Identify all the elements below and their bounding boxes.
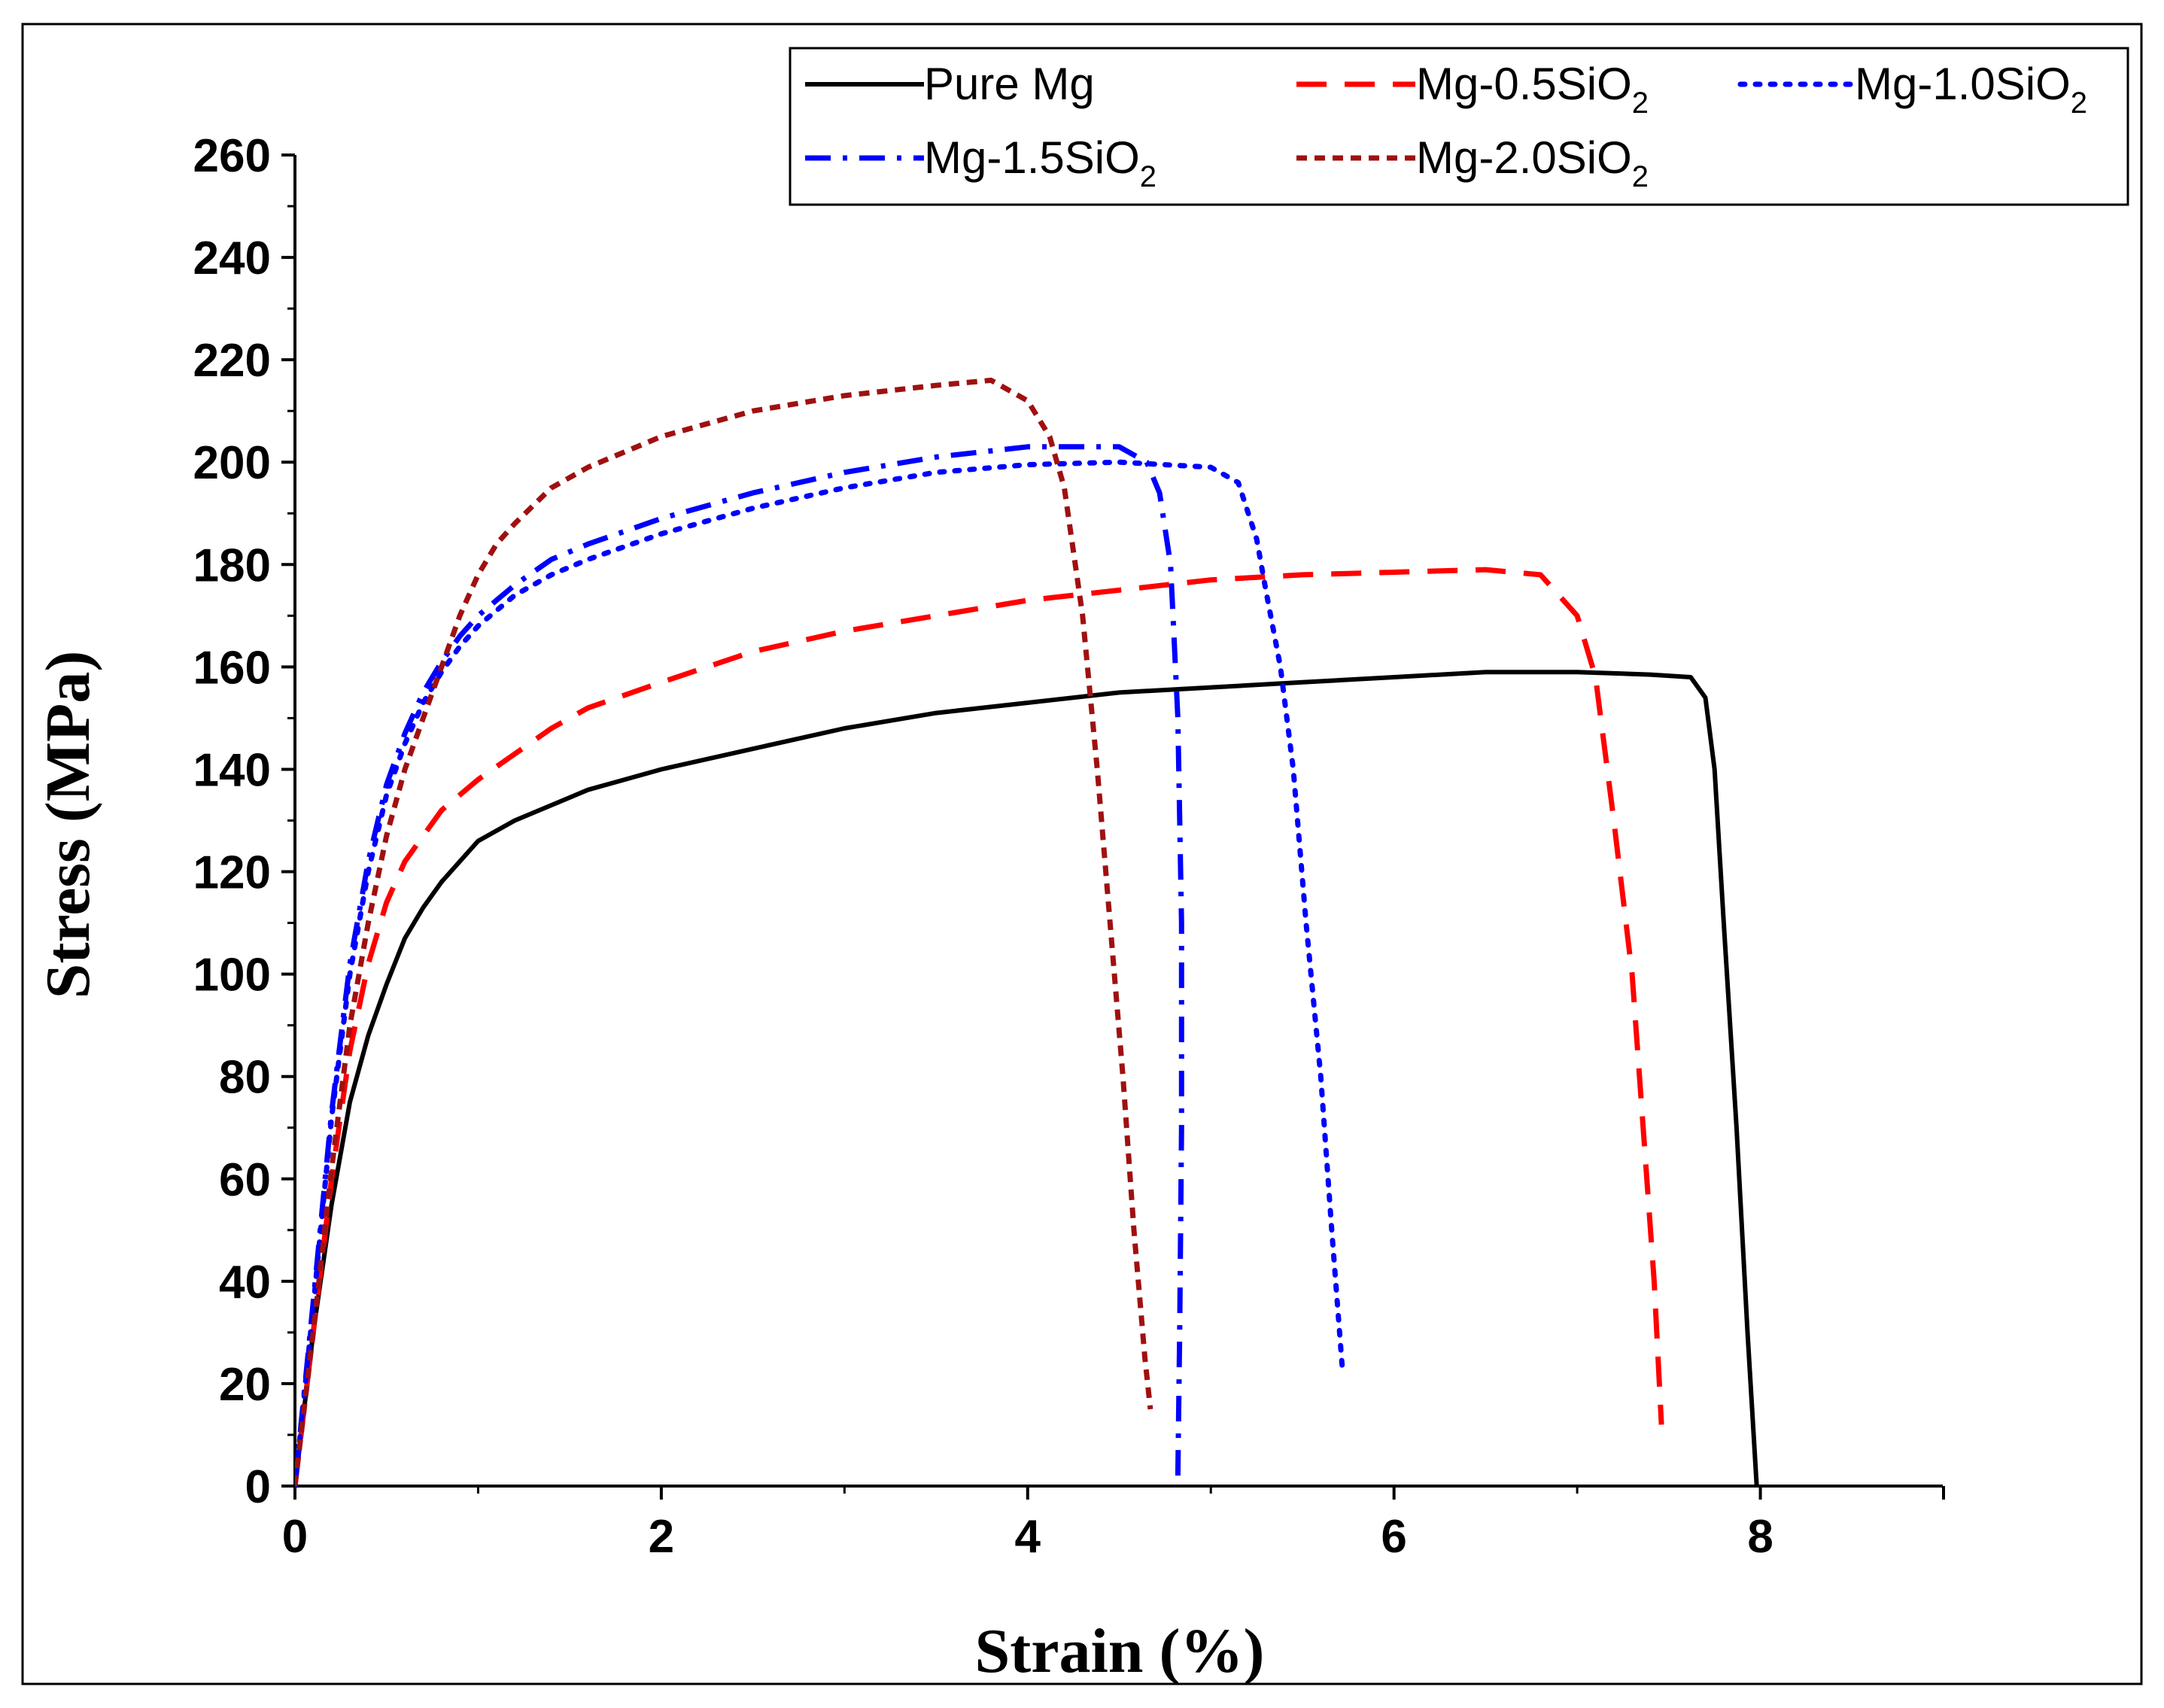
y-ticks: 0 20 40 60 80 100 120 140 160 180 200 220 240 260 bbox=[193, 130, 295, 1513]
outer-frame bbox=[21, 23, 2143, 1685]
y-tick-label: 140 bbox=[193, 744, 271, 796]
x-tick-label: 0 bbox=[282, 1511, 308, 1563]
y-tick-label: 80 bbox=[219, 1052, 271, 1104]
y-tick-label: 240 bbox=[193, 232, 271, 284]
y-tick-label: 20 bbox=[219, 1359, 271, 1411]
series-line-mg-1-5sio2 bbox=[295, 444, 1184, 1487]
y-tick-label: 60 bbox=[219, 1154, 271, 1206]
y-axis-title: Stress (MPa) bbox=[33, 651, 103, 999]
legend-label: Pure Mg bbox=[924, 59, 1095, 109]
x-tick-label: 4 bbox=[1015, 1511, 1041, 1563]
series-line-mg-2-0sio2 bbox=[295, 377, 1153, 1487]
x-tick-label: 8 bbox=[1747, 1511, 1773, 1563]
x-tick-label: 2 bbox=[649, 1511, 674, 1563]
y-tick-label: 260 bbox=[193, 130, 271, 182]
y-tick-label: 0 bbox=[245, 1461, 271, 1513]
legend-box bbox=[789, 47, 2129, 206]
y-tick-label: 160 bbox=[193, 642, 271, 694]
series-line-mg-1-0sio2 bbox=[295, 459, 1345, 1489]
y-tick-label: 220 bbox=[193, 335, 271, 387]
y-tick-label: 40 bbox=[219, 1257, 271, 1308]
y-tick-label: 180 bbox=[193, 539, 271, 591]
series-group bbox=[295, 377, 1759, 1489]
series-line-mg-0-5sio2 bbox=[295, 567, 1664, 1487]
y-tick-label: 120 bbox=[193, 847, 271, 899]
y-tick-label: 200 bbox=[193, 437, 271, 489]
series-line-pure-mg bbox=[295, 670, 1759, 1487]
x-axis-title: Strain (%) bbox=[975, 1616, 1265, 1686]
x-ticks: 0 2 4 6 8 bbox=[282, 1486, 1945, 1563]
x-tick-label: 6 bbox=[1381, 1511, 1406, 1563]
y-tick-label: 100 bbox=[193, 950, 271, 1001]
